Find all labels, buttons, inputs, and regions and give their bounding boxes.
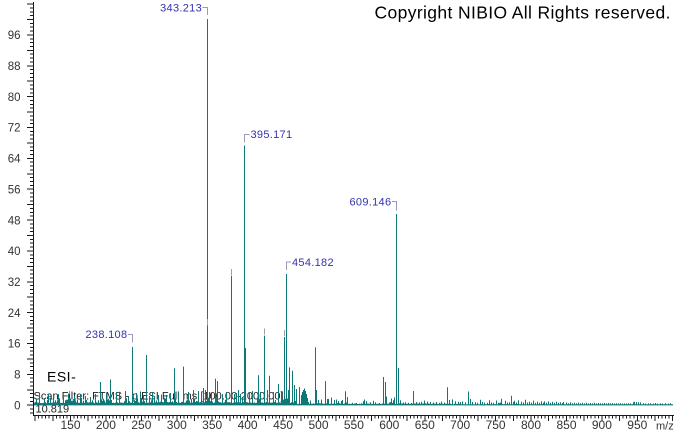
svg-text:8: 8 [14, 370, 20, 382]
svg-text:250: 250 [131, 418, 151, 432]
svg-text:32: 32 [8, 277, 21, 289]
svg-text:0: 0 [14, 400, 20, 412]
svg-text:16: 16 [8, 339, 21, 351]
svg-text:500: 500 [308, 418, 328, 432]
svg-text:650: 650 [415, 418, 435, 432]
svg-text:10.819: 10.819 [36, 404, 70, 416]
svg-text:56: 56 [8, 184, 21, 196]
svg-text:600: 600 [379, 418, 399, 432]
svg-text:900: 900 [592, 418, 612, 432]
svg-text:64: 64 [8, 154, 21, 166]
svg-text:800: 800 [521, 418, 541, 432]
svg-text:88: 88 [8, 61, 21, 73]
svg-text:80: 80 [8, 92, 21, 104]
svg-text:24: 24 [8, 308, 21, 320]
svg-text:609.146: 609.146 [350, 196, 392, 208]
svg-text:950: 950 [627, 418, 647, 432]
svg-text:750: 750 [486, 418, 506, 432]
svg-text:850: 850 [556, 418, 576, 432]
svg-text:238.108: 238.108 [86, 329, 128, 341]
svg-text:700: 700 [450, 418, 470, 432]
svg-text:350: 350 [202, 418, 222, 432]
svg-text:Copyright NIBIO All Rights res: Copyright NIBIO All Rights reserved. [375, 3, 671, 23]
svg-text:96: 96 [8, 30, 21, 42]
svg-text:m/z: m/z [656, 421, 674, 433]
svg-text:550: 550 [344, 418, 364, 432]
svg-text:150: 150 [60, 418, 80, 432]
svg-text:400: 400 [238, 418, 258, 432]
svg-text:40: 40 [8, 246, 21, 258]
svg-text:48: 48 [8, 215, 21, 227]
svg-text:72: 72 [8, 123, 21, 135]
svg-text:454.182: 454.182 [292, 257, 334, 269]
svg-text:ESI-: ESI- [47, 369, 76, 385]
svg-text:300: 300 [167, 418, 187, 432]
svg-text:450: 450 [273, 418, 293, 432]
svg-text:395.171: 395.171 [251, 129, 293, 141]
svg-text:343.213: 343.213 [160, 3, 202, 15]
svg-text:200: 200 [96, 418, 116, 432]
